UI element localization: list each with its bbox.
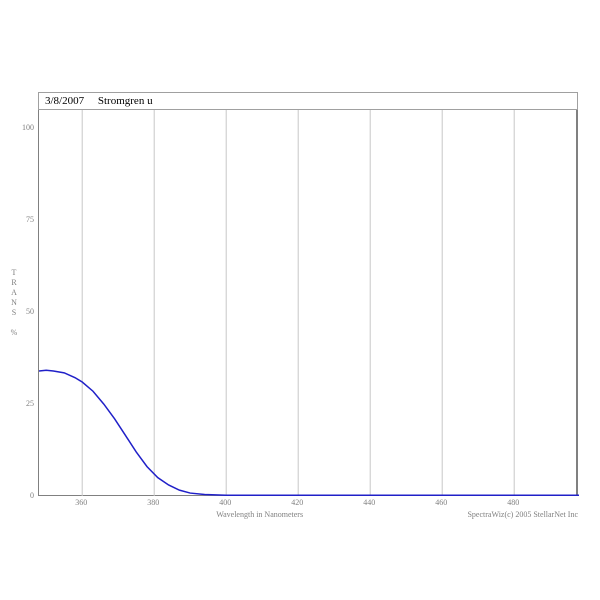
x-tick-label: 400	[210, 498, 240, 507]
y-label-char: S	[8, 308, 20, 317]
x-tick-label: 460	[426, 498, 456, 507]
x-tick-label: 420	[282, 498, 312, 507]
y-tick-label: 25	[8, 399, 34, 408]
y-label-char: N	[8, 298, 20, 307]
chart-title-date: 3/8/2007	[45, 95, 84, 107]
plot-area	[38, 110, 578, 496]
y-tick-label: 100	[8, 123, 34, 132]
y-label-char: T	[8, 268, 20, 277]
y-label-char: %	[8, 328, 20, 337]
chart-container: 3/8/2007 Stromgren u 0255075100 36038040…	[0, 0, 600, 600]
x-tick-label: 380	[138, 498, 168, 507]
y-tick-label: 0	[8, 491, 34, 500]
y-tick-label: 75	[8, 215, 34, 224]
y-label-char: R	[8, 278, 20, 287]
chart-title-name: Stromgren u	[98, 95, 153, 107]
chart-footer: SpectraWiz(c) 2005 StellarNet Inc	[467, 510, 578, 519]
chart-title-bar: 3/8/2007 Stromgren u	[38, 92, 578, 110]
x-axis-label: Wavelength in Nanometers	[216, 510, 303, 519]
chart-svg	[39, 110, 579, 496]
y-label-char: A	[8, 288, 20, 297]
x-tick-label: 480	[498, 498, 528, 507]
y-label-char	[8, 318, 20, 327]
x-tick-label: 360	[66, 498, 96, 507]
x-tick-label: 440	[354, 498, 384, 507]
